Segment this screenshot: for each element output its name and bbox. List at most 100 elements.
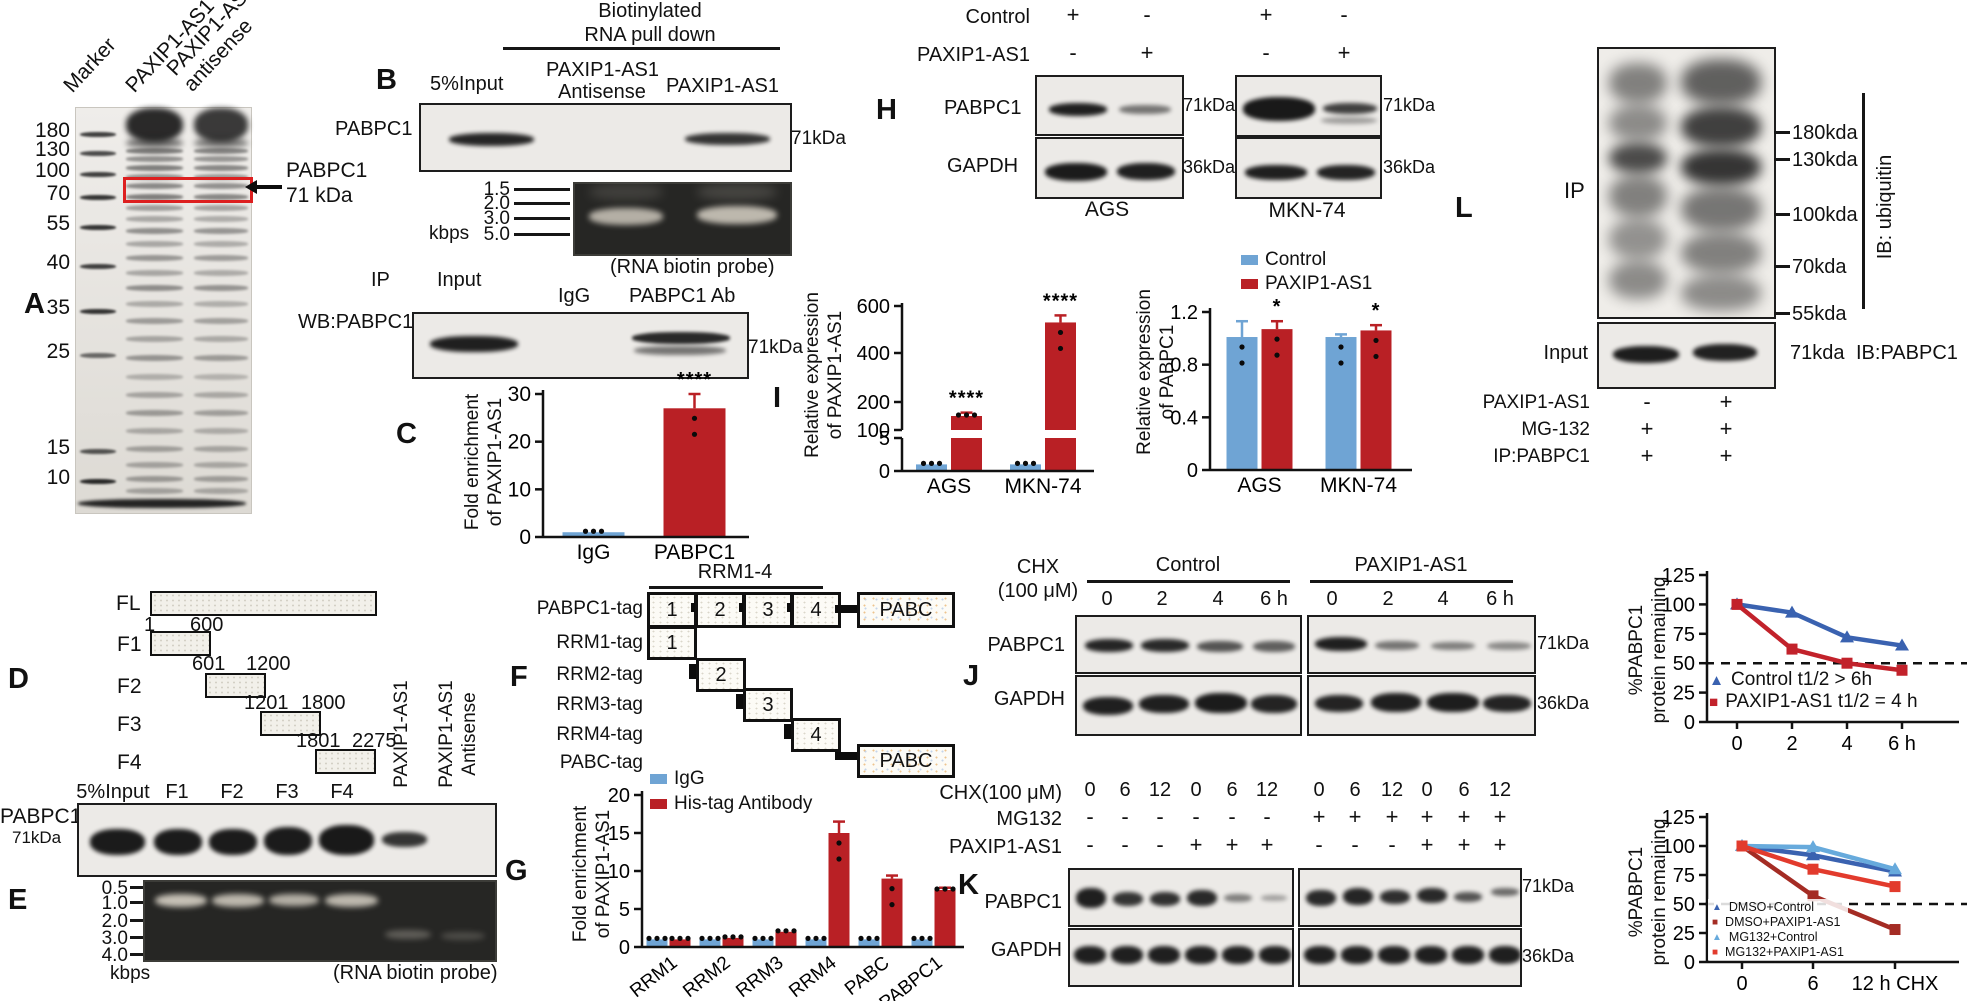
chart-chx-decay: 0 25 50 75 100 125 0 2 4 6 h bbox=[1662, 553, 1973, 768]
wb-band bbox=[1431, 642, 1475, 650]
l-row-label: IP:PABPC1 bbox=[1493, 446, 1590, 467]
h-kda2b: 36kDa bbox=[1383, 157, 1436, 177]
wb-band bbox=[1378, 946, 1410, 964]
wb-band bbox=[1304, 946, 1336, 964]
l-sign: - bbox=[1643, 389, 1651, 414]
k-sign: + bbox=[1420, 832, 1434, 857]
j-kda2: 36kDa bbox=[1537, 693, 1590, 713]
k-sign: + bbox=[1312, 804, 1326, 829]
ladder-label: 55 bbox=[46, 212, 70, 235]
lane-band bbox=[126, 241, 183, 247]
lane-band bbox=[194, 255, 248, 261]
k-time: 12 bbox=[1380, 779, 1404, 801]
lane-band bbox=[126, 374, 183, 380]
j-chx-line1: CHX bbox=[1016, 556, 1060, 578]
l-input-kda: 71kda bbox=[1790, 342, 1845, 364]
h-sign: - bbox=[1143, 2, 1151, 27]
lane-band bbox=[126, 165, 183, 171]
pulldown-header-line1: Biotinylated bbox=[598, 0, 702, 22]
f-row-label: PABC-tag bbox=[559, 752, 643, 773]
k-time: 6 bbox=[1226, 779, 1238, 801]
wb-band bbox=[264, 827, 312, 855]
f2-fragment-box bbox=[205, 673, 266, 698]
wb-band bbox=[1487, 642, 1531, 650]
svg-text:600: 600 bbox=[857, 296, 890, 318]
kbps-tick: 2.0 bbox=[101, 911, 128, 932]
wb-band bbox=[1609, 261, 1667, 299]
wb-band bbox=[1380, 890, 1410, 904]
ladder-label: 180 bbox=[34, 119, 70, 142]
wb-band bbox=[1083, 697, 1133, 715]
k-sign: + bbox=[1385, 804, 1399, 829]
legend-k-label: DMSO+PAXIP1-AS1 bbox=[1725, 915, 1841, 929]
h-sign: - bbox=[1262, 40, 1270, 65]
b-lane-sense: PAXIP1-AS1 bbox=[666, 75, 780, 97]
wb-band bbox=[212, 894, 264, 907]
legend-k-triangle-icon: ▲ bbox=[1712, 901, 1722, 913]
wb-band bbox=[1141, 639, 1189, 652]
wb-band bbox=[1243, 97, 1315, 121]
svg-text:200: 200 bbox=[857, 392, 890, 414]
wb-band bbox=[697, 206, 777, 224]
k-time: 12 bbox=[1488, 779, 1512, 801]
k-sign: - bbox=[1388, 832, 1396, 857]
d-blot-label: PABPC1 bbox=[0, 805, 82, 828]
lane-band bbox=[194, 228, 248, 234]
k-sign: - bbox=[1121, 804, 1129, 829]
h-sign: + bbox=[1259, 2, 1273, 27]
kbps-tickmark bbox=[130, 919, 143, 922]
j-control-pabpc1-blot bbox=[1075, 615, 1302, 674]
panel-b-letter: B bbox=[376, 64, 397, 96]
d-row-f3: F3 bbox=[117, 713, 142, 736]
wb-band bbox=[1195, 693, 1247, 713]
j-time: 4 bbox=[1212, 588, 1224, 610]
legend-j-row: ▲ Control t1/2 > 6h bbox=[1709, 669, 1918, 691]
wb-band bbox=[1452, 946, 1484, 964]
svg-text:5: 5 bbox=[619, 899, 630, 921]
arrow-line bbox=[256, 185, 282, 189]
svg-text:0: 0 bbox=[1187, 460, 1198, 482]
marker-label: 180kda bbox=[1792, 122, 1858, 144]
pabc-text: PABC bbox=[879, 598, 933, 621]
legend-i-row: PAXIP1-AS1 bbox=[1241, 273, 1372, 295]
wb-band bbox=[382, 832, 427, 847]
d-lane-label: F1 bbox=[165, 781, 189, 803]
legend-j-square-icon: ■ bbox=[1709, 693, 1719, 711]
protein-gel bbox=[75, 107, 252, 514]
wb-band bbox=[155, 894, 207, 907]
wb-band bbox=[1085, 639, 1133, 652]
wb-band bbox=[1609, 219, 1667, 259]
svg-text:RRM3: RRM3 bbox=[732, 952, 787, 1001]
lane-band bbox=[126, 255, 183, 261]
lane-band bbox=[126, 355, 183, 361]
j-chx-line2: (100 μM) bbox=[997, 580, 1079, 602]
legend-g-swatch-icon bbox=[650, 799, 667, 809]
k-time: 0 bbox=[1084, 779, 1096, 801]
h-kda2: 36kDa bbox=[1183, 157, 1236, 177]
wb-band bbox=[1315, 637, 1367, 651]
kbps-tickmark bbox=[130, 901, 143, 904]
ladder-band bbox=[80, 353, 116, 358]
kbps-tick: 4.0 bbox=[101, 945, 128, 966]
kbps-tickmark bbox=[130, 886, 143, 889]
wb-band bbox=[1693, 344, 1757, 361]
svg-text:0: 0 bbox=[1731, 733, 1742, 755]
j-time: 4 bbox=[1437, 588, 1449, 610]
panel-l-letter: L bbox=[1455, 192, 1473, 224]
svg-text:1.2: 1.2 bbox=[1170, 302, 1198, 324]
d-rot-antisense-line2: Antisense bbox=[459, 692, 480, 776]
wb-band bbox=[1483, 695, 1531, 712]
lane-band bbox=[126, 183, 183, 189]
lane-top-smear bbox=[194, 138, 248, 148]
wb-band bbox=[1681, 187, 1761, 231]
k-sign: - bbox=[1156, 804, 1164, 829]
wb-band bbox=[1417, 888, 1447, 903]
rrm4-box: 4 bbox=[791, 592, 841, 628]
f1-fragment-box bbox=[150, 631, 211, 656]
wb-band bbox=[697, 184, 777, 200]
svg-text:IgG: IgG bbox=[577, 541, 611, 564]
lane-band bbox=[126, 270, 183, 276]
svg-text:0.4: 0.4 bbox=[1170, 407, 1198, 429]
legend-g-label: IgG bbox=[674, 768, 705, 789]
target-protein-label: PABPC1 bbox=[286, 159, 368, 182]
